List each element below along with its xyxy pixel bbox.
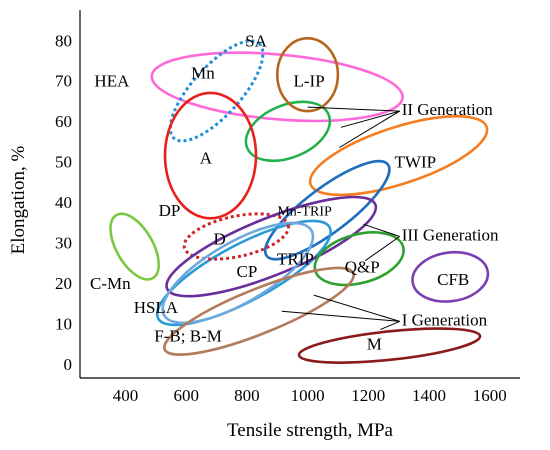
y-tick-label-20: 20 (55, 274, 72, 293)
x-tick-label-800: 800 (234, 386, 260, 405)
region-cp-ellipse (161, 221, 315, 325)
region-cfb-ellipse (411, 250, 490, 303)
x-tick-label-1600: 1600 (473, 386, 507, 405)
region-cp-label: CP (237, 262, 258, 281)
annotation-ii-generation-leader-2 (340, 110, 400, 128)
y-axis-title: Elongation, % (8, 145, 29, 254)
y-tick-label-10: 10 (55, 314, 72, 333)
region-hsla-label: HSLA (134, 298, 179, 317)
region-mn-ellipse (168, 39, 265, 143)
annotation-i-generation-leader-2 (380, 320, 400, 330)
x-tick-label-1200: 1200 (351, 386, 385, 405)
region-d-ellipse (182, 212, 290, 261)
region-c-mn-label: C-Mn (90, 274, 131, 293)
x-axis-title: Tensile strength, MPa (227, 420, 394, 441)
y-tick-label-0: 0 (64, 355, 73, 374)
region-l-ip-label: L-IP (294, 72, 325, 91)
annotation-iii-generation-label: III Generation (402, 225, 499, 244)
region-sa-label: SA (245, 31, 267, 50)
plot-area: HEA Mn SA L-IP A TWIP Mn-TRIP C-Mn DP D TRIP CP Q&P C… (90, 31, 499, 364)
region-l-ip-ellipse (276, 36, 340, 113)
region-mn-trip-ellipse (263, 159, 391, 261)
region-trip-label: TRIP (277, 250, 314, 269)
y-tick-label-70: 70 (55, 72, 72, 91)
region-m-ellipse (297, 327, 482, 364)
x-tick-label-600: 600 (173, 386, 199, 405)
region-mn-label: Mn (191, 64, 215, 83)
region-d-label: D (213, 229, 225, 248)
region-hea-ellipse (150, 51, 404, 123)
annotation-i-generation-leader-1 (313, 294, 400, 322)
region-sa-ellipse (244, 100, 332, 163)
annotation-f-b-b-m-label: F-B; B-M (154, 327, 222, 346)
region-m-label: M (367, 335, 382, 354)
annotation-ii-generation-leader-0 (307, 106, 400, 112)
y-tick-label-60: 60 (55, 112, 72, 131)
axis-ticks: 400 600 800 1000 1200 1400 1600 0 10 20 30 40 50 60 70… (55, 31, 507, 405)
region-twip-ellipse (308, 115, 489, 197)
region-hsla-ellipse (163, 266, 355, 356)
x-tick-label-1400: 1400 (412, 386, 446, 405)
region-cfb-label: CFB (437, 270, 469, 289)
y-tick-label-50: 50 (55, 153, 72, 172)
region-qandp-label: Q&P (345, 258, 380, 277)
annotation-ii-generation-label: II Generation (402, 100, 494, 119)
annotation-iii-generation-leader-1 (364, 236, 400, 262)
region-a-label: A (200, 149, 213, 168)
annotation-i-generation-leader-0 (281, 310, 400, 322)
region-mn-trip-label: Mn-TRIP (277, 204, 332, 219)
region-a-ellipse (163, 91, 258, 220)
annotation-i-generation-label: I Generation (402, 310, 488, 329)
region-hea-label: HEA (94, 72, 130, 91)
y-tick-label-30: 30 (55, 233, 72, 252)
region-twip-label: TWIP (395, 153, 437, 172)
annotation-iii-generation-leader-0 (363, 223, 400, 237)
x-tick-label-1000: 1000 (291, 386, 325, 405)
annotation-ii-generation-leader-1 (339, 110, 400, 148)
region-c-mn-ellipse (109, 212, 160, 281)
x-tick-label-400: 400 (113, 386, 139, 405)
region-trip-ellipse (165, 195, 378, 298)
region-dp-label: DP (159, 201, 181, 220)
y-tick-label-80: 80 (55, 31, 72, 50)
y-tick-label-40: 40 (55, 193, 72, 212)
